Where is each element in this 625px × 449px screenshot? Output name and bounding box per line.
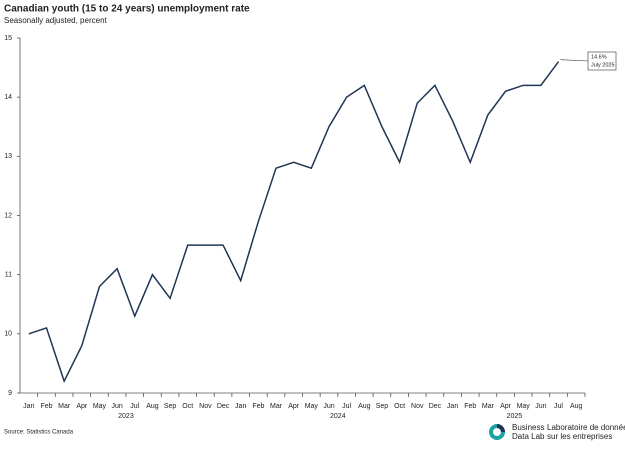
- logo-text: sur les entreprises: [547, 432, 612, 441]
- x-tick-label: Oct: [182, 403, 193, 410]
- y-tick-label: 9: [8, 390, 12, 397]
- y-tick-label: 15: [4, 35, 12, 42]
- logo-text: Laboratoire de données: [547, 423, 625, 432]
- logo-icon: [489, 424, 505, 440]
- x-tick-label: Dec: [429, 403, 442, 410]
- x-tick-label: Mar: [482, 403, 495, 410]
- x-tick-label: Jul: [130, 403, 139, 410]
- x-tick-label: Feb: [464, 403, 476, 410]
- y-tick-label: 10: [4, 331, 12, 338]
- logo-text: Business: [512, 423, 544, 432]
- y-tick-label: 13: [4, 153, 12, 160]
- x-tick-label: Nov: [411, 403, 424, 410]
- x-tick-label: Aug: [358, 403, 371, 410]
- x-tick-label: Jan: [235, 403, 246, 410]
- x-tick-label: Dec: [217, 403, 230, 410]
- x-tick-label: Aug: [570, 403, 583, 410]
- x-tick-label: Jul: [554, 403, 563, 410]
- x-tick-label: Mar: [58, 403, 71, 410]
- x-tick-label: Nov: [199, 403, 212, 410]
- annotation-box: [587, 51, 617, 71]
- x-tick-label: Aug: [146, 403, 159, 410]
- x-tick-label: Feb: [252, 403, 264, 410]
- x-tick-label: Feb: [40, 403, 52, 410]
- x-tick-label: Sep: [376, 403, 389, 410]
- x-tick-label: Jan: [447, 403, 458, 410]
- x-tick-label: Jul: [342, 403, 351, 410]
- x-tick-label: May: [305, 403, 319, 410]
- x-tick-label: Oct: [394, 403, 405, 410]
- x-tick-label: Apr: [500, 403, 512, 410]
- x-tick-label: Jan: [23, 403, 34, 410]
- source: Source: Statistics Canada: [4, 430, 74, 436]
- x-tick-label: May: [93, 403, 107, 410]
- x-tick-label: Apr: [76, 403, 88, 410]
- x-tick-label: Jun: [535, 403, 546, 410]
- x-tick-label: Jun: [111, 403, 122, 410]
- y-tick-label: 12: [4, 212, 12, 219]
- annotation-leader: [560, 59, 589, 62]
- y-tick-label: 14: [4, 94, 12, 101]
- year-label: 2023: [118, 413, 134, 420]
- x-tick-label: May: [517, 403, 531, 410]
- year-label: 2024: [330, 413, 346, 420]
- chart-subtitle: Seasonally adjusted, percent: [4, 16, 108, 25]
- annotation-text: 14.6%: [591, 54, 607, 60]
- year-label: 2025: [507, 413, 523, 420]
- chart-title: Canadian youth (15 to 24 years) unemploy…: [4, 4, 250, 15]
- x-tick-label: Apr: [288, 403, 300, 410]
- annotation-text: July 2025: [591, 62, 615, 68]
- x-tick-label: Sep: [164, 403, 177, 410]
- x-tick-label: Jun: [323, 403, 334, 410]
- x-tick-label: Mar: [270, 403, 283, 410]
- data-line: [28, 61, 560, 384]
- y-tick-label: 11: [5, 272, 12, 279]
- logo-text: Data Lab: [512, 432, 545, 441]
